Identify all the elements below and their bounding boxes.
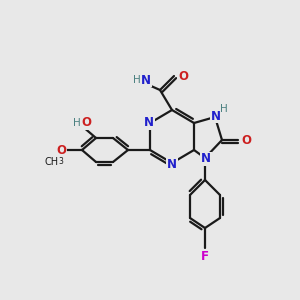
- Text: O: O: [178, 70, 188, 83]
- Text: N: N: [211, 110, 221, 122]
- Text: N: N: [144, 116, 154, 130]
- Text: CH: CH: [45, 157, 59, 167]
- Text: H: H: [133, 75, 141, 85]
- Text: O: O: [56, 143, 66, 157]
- Text: H: H: [220, 104, 228, 114]
- Text: F: F: [201, 250, 209, 262]
- Text: N: N: [141, 74, 151, 86]
- Text: 3: 3: [58, 158, 63, 166]
- Text: N: N: [201, 152, 211, 166]
- Text: H: H: [73, 118, 81, 128]
- Text: O: O: [241, 134, 251, 146]
- Text: O: O: [81, 116, 91, 130]
- Text: N: N: [167, 158, 177, 170]
